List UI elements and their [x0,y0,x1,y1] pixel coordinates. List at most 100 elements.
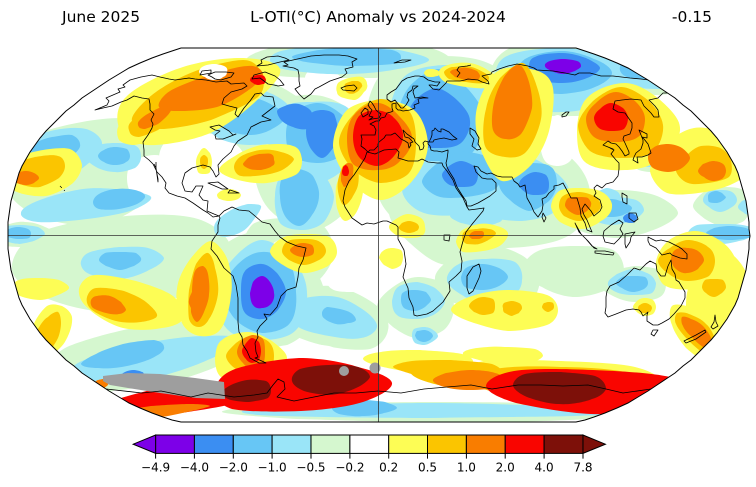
colorbar-segment-9 [504,434,545,454]
colorbar-tick-label: 0.5 [418,461,437,475]
colorbar-segment-8 [465,434,506,454]
anomaly-blob [279,169,320,226]
anomaly-blob [619,53,690,79]
colorbar-tick-label: 4.0 [535,461,554,475]
anomaly-blob [542,302,554,312]
anomaly-blob [442,161,478,187]
anomaly-blob [137,106,172,129]
anomaly-blob [544,59,581,74]
colorbar-segment-4 [310,434,351,454]
anomaly-blob [69,335,245,386]
anomaly-blob [200,155,208,169]
anomaly-blob [681,316,712,348]
colorbar-segment-1 [193,434,234,454]
anomaly-blob [99,252,142,270]
anomaly-blob [415,330,433,342]
anomaly-blob [277,103,313,130]
anomaly-blob [15,171,39,185]
anomaly-blob [93,188,146,210]
anomaly-blob [306,110,338,158]
anomaly-blob [522,246,624,297]
colorbar-tick-label: −4.9 [141,461,170,475]
colorbar-tick-label: −0.2 [335,461,364,475]
colorbar-tick-label: 2.0 [496,461,515,475]
anomaly-blob [292,48,401,66]
anomaly-blob [638,303,652,313]
anomaly-blob [461,264,508,290]
anomaly-blob [243,153,275,170]
anomaly-blob [616,276,648,292]
colorbar-tick-label: 7.8 [573,461,592,475]
anomaly-blob [424,69,440,77]
anomaly-blob [588,332,687,359]
mean-anomaly-value: -0.15 [671,8,712,26]
anomaly-blob [273,344,338,361]
anomaly-blob [158,65,263,111]
anomaly-blob [199,64,228,80]
coastline-path [59,54,719,402]
anomaly-blob [648,144,690,172]
colorbar-tick-label: −1.0 [258,461,287,475]
anomaly-blob [250,276,275,309]
anomaly-blob [698,61,739,80]
colorbar-segment-7 [427,434,467,454]
anomaly-blob [594,103,628,131]
anomaly-blob [322,307,356,325]
anomaly-blob [379,248,403,269]
anomaly-blob [81,340,165,369]
anomaly-blob [671,247,704,274]
colorbar-tick-label: −2.0 [219,461,248,475]
colorbar-tick-label: 1.0 [457,461,476,475]
anomaly-blob [221,379,271,402]
anomaly-blob [698,161,726,181]
anomaly-blob [326,262,379,292]
anomaly-blob [14,278,70,300]
anomaly-blob [242,338,261,363]
map-frame [7,47,751,423]
anomaly-blob [8,227,31,239]
colorbar-tick-label: −0.5 [296,461,325,475]
figure-title: L-OTI(°C) Anomaly vs 2024-2024 [250,8,506,26]
anomaly-blob [502,301,522,316]
colorbar-segment-10 [543,434,584,454]
anomaly-blob [702,279,726,297]
anomaly-blob [290,243,314,257]
missing-data-patch [339,366,349,376]
anomaly-blob [188,290,203,314]
anomaly-blob [623,213,637,223]
anomaly-blob [353,110,404,166]
colorbar-segment-0 [155,434,195,454]
anomaly-blob [98,147,130,165]
colorbar-left-arrow [131,434,157,455]
anomaly-blob [491,64,533,140]
anomaly-blob [342,165,349,176]
anomaly-blob [214,204,262,237]
anomaly-field [8,48,750,422]
missing-data-patch [369,362,381,374]
colorbar-right-arrow [582,434,607,455]
anomaly-blob [684,56,750,89]
anomaly-blob [469,297,495,315]
coastlines [59,54,719,402]
colorbar-segment-2 [232,434,273,454]
figure-header: June 2025 L-OTI(°C) Anomaly vs 2024-2024… [0,8,756,30]
date-label: June 2025 [62,8,141,26]
anomaly-blob [519,172,549,195]
colorbar: −4.9 −4.0 −2.0 −1.0 −0.5 −0.2 0.2 0.5 1.… [131,434,607,475]
anomaly-blob [450,206,503,226]
anomaly-blob [565,197,592,215]
anomaly-blob [706,226,750,240]
anomaly-blob [469,231,484,239]
anomaly-blob [291,364,370,395]
anomaly-blob [90,295,126,315]
colorbar-tick-label: 0.2 [379,461,398,475]
colorbar-tick-label: −4.0 [180,461,209,475]
anomaly-blob [250,75,266,85]
anomaly-blob [398,221,419,233]
colorbar-segment-6 [388,434,429,454]
anomaly-blob [708,191,726,203]
missing-data-patch [103,373,225,399]
anomaly-blob [513,372,606,405]
